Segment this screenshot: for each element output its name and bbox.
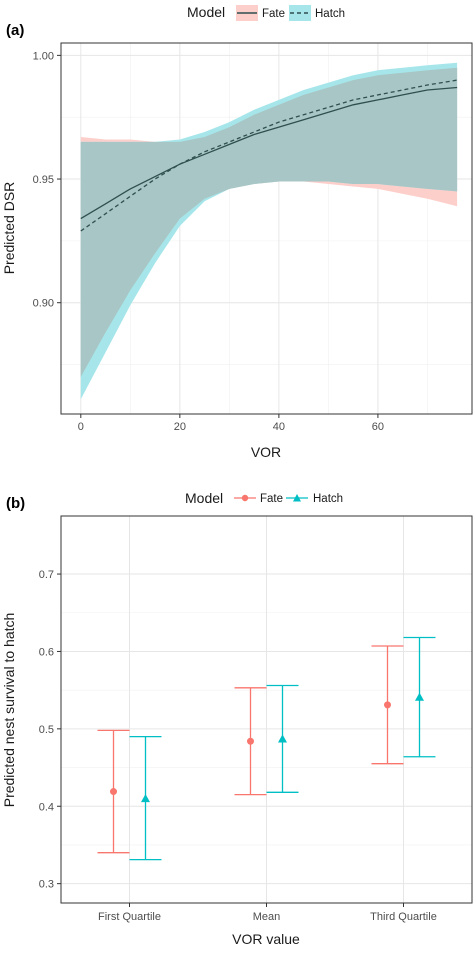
error-bar-fate [97, 729, 130, 854]
panel-a-x-axis-title: VOR [251, 444, 281, 460]
data-point-hatch [415, 692, 424, 701]
data-point-fate [110, 788, 117, 796]
data-point-hatch [278, 734, 287, 743]
legend-label-fate: Fate [260, 493, 283, 505]
panel-b-grid [61, 516, 472, 903]
legend-label-hatch: Hatch [313, 493, 343, 505]
panel-b-legend-title: Model [185, 490, 223, 506]
panel-a: (a) Model Fate Hatch 0 20 40 60 0.90 0.95 1.00… [1, 4, 473, 460]
legend-label-hatch: Hatch [315, 8, 345, 20]
confidence-band-overlap [80, 67, 458, 377]
data-point-fate [247, 737, 254, 745]
panel-b-error-bars [97, 636, 436, 861]
series-line-hatch [80, 79, 458, 232]
y-tick-label: 1.00 [33, 50, 54, 62]
panel-a-confidence-bands [80, 62, 458, 400]
y-tick-label: 0.5 [39, 724, 54, 736]
data-point-fate [384, 701, 391, 709]
panel-a-legend: Model Fate Hatch [187, 4, 345, 21]
panel-a-ticks: 0 20 40 60 0.90 0.95 1.00 [33, 50, 384, 433]
y-tick-label: 0.95 [33, 174, 54, 186]
y-tick-label: 0.90 [33, 298, 54, 310]
error-bar-hatch [266, 684, 299, 793]
error-bar-hatch [403, 636, 436, 758]
panel-b: (b) Model Fate Hatch First Quartile Mean T… [1, 490, 473, 947]
data-point-hatch [141, 794, 150, 803]
legend-label-fate: Fate [262, 8, 285, 20]
x-tick-label: 20 [174, 421, 186, 433]
series-line-fate [80, 86, 458, 220]
y-tick-label: 0.4 [39, 801, 54, 813]
x-tick-label: Mean [253, 911, 281, 923]
x-tick-label: Third Quartile [370, 911, 437, 923]
y-tick-label: 0.6 [39, 646, 54, 658]
error-bar-fate [371, 645, 404, 765]
panel-b-legend: Model Fate Hatch [185, 490, 343, 506]
panel-b-y-axis-title: Predicted nest survival to hatch [1, 613, 17, 808]
panel-a-lines [80, 79, 458, 232]
x-tick-label: 60 [372, 421, 384, 433]
panel-b-x-axis-title: VOR value [232, 931, 300, 947]
y-tick-label: 0.3 [39, 879, 54, 891]
panel-a-plot-border [60, 42, 473, 415]
error-bar-fate [234, 687, 267, 796]
x-tick-label: 0 [78, 421, 84, 433]
panel-a-label: (a) [6, 22, 24, 39]
panel-b-ticks: First Quartile Mean Third Quartile 0.3 0.4 0.… [39, 569, 437, 923]
error-bar-hatch [129, 735, 162, 861]
legend-marker-fate [241, 494, 249, 502]
x-tick-label: First Quartile [98, 911, 161, 923]
x-tick-label: 40 [273, 421, 285, 433]
panel-b-label: (b) [6, 495, 25, 512]
panel-a-legend-title: Model [187, 4, 225, 20]
legend-marker-hatch [293, 494, 301, 502]
panel-a-y-axis-title: Predicted DSR [1, 182, 17, 275]
y-tick-label: 0.7 [39, 569, 54, 581]
